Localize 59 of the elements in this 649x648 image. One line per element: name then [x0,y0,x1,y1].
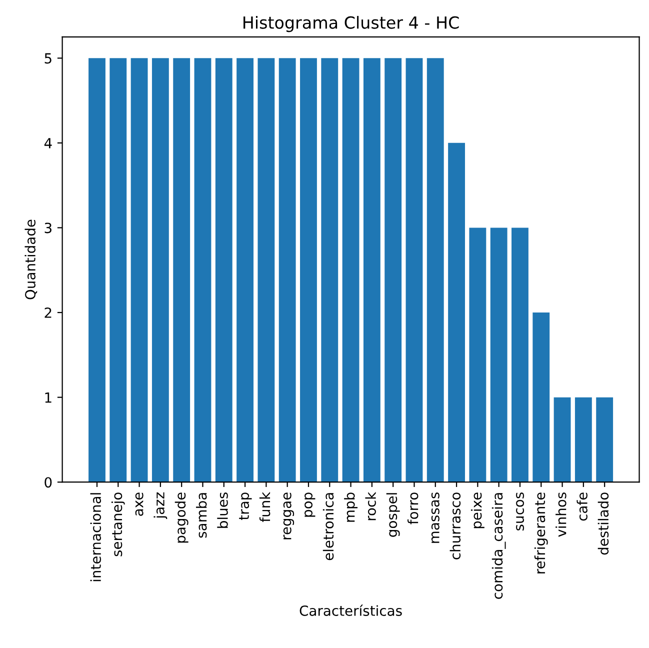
bar [110,58,127,482]
y-tick-label: 0 [44,477,52,488]
bar [321,58,338,482]
bar [342,58,360,482]
x-tick-label: rock [365,492,376,520]
x-tick-label: sertanejo [111,492,125,556]
bar [490,228,508,482]
x-axis-title: Características [300,604,402,616]
x-tick-label: funk [259,492,270,522]
bar [574,397,592,482]
x-tick-label: sucos [516,492,524,530]
bar [596,397,614,482]
y-tick-label: 1 [45,392,52,403]
x-tick-label: samba [196,493,207,538]
x-tick-label: cafe [576,492,588,521]
x-tick-label: churrasco [450,492,461,560]
bar [512,228,528,482]
y-tick-label: 4 [44,138,52,148]
bar [426,58,444,482]
bar [236,58,254,482]
bar [152,58,169,482]
x-tick-label: peixe [470,492,484,528]
bar [406,58,423,482]
y-axis-title: Quantidade [24,220,38,300]
x-tick-label: internacional [90,493,102,582]
bar [173,58,190,482]
x-tick-label: eletronica [322,493,334,560]
x-tick-label: jazz [154,492,168,520]
bar [194,58,212,482]
bar [532,312,550,482]
bar [469,228,486,482]
x-tick-label: axe [135,492,144,516]
bar [258,58,275,482]
x-tick-label: trap [239,492,252,520]
x-tick-label: blues [217,492,228,528]
bar [384,58,402,482]
x-tick-label: pop [304,492,316,517]
y-tick-label: 3 [44,222,52,234]
x-tick-label: massas [431,492,440,543]
y-tick-label: 5 [44,53,52,64]
bar [130,58,148,482]
bar [554,397,571,482]
chart-title: Histograma Cluster 4 - HC [244,16,459,32]
x-tick-label: gospel [386,493,400,537]
x-tick-label: reggae [283,492,294,540]
x-tick-label: pagode [174,492,188,543]
bar [215,58,232,482]
x-tick-label: comida_caseira [492,493,506,599]
bar [88,58,106,482]
x-tick-label: refrigerante [534,492,548,574]
x-tick-label: destilado [598,492,609,555]
bar [278,58,296,482]
x-tick-label: vinhos [556,492,566,537]
bar [363,58,380,482]
x-tick-label: mpb [344,492,358,522]
bar [448,142,465,482]
y-tick-label: 2 [44,307,52,318]
bar [300,58,317,482]
x-tick-label: forro [408,492,418,524]
